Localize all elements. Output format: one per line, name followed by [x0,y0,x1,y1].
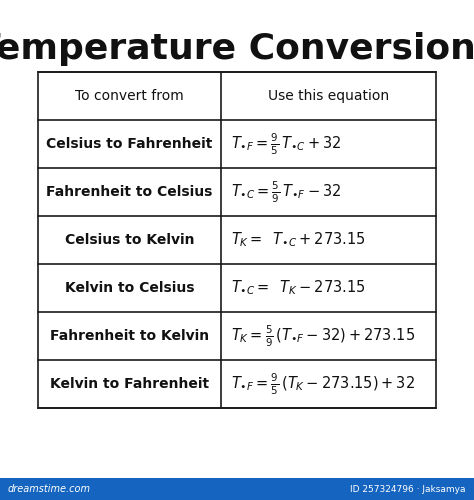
Text: $T_{\bullet C} =\;\; T_K - 273.15$: $T_{\bullet C} =\;\; T_K - 273.15$ [231,278,366,297]
Text: Kelvin to Fahrenheit: Kelvin to Fahrenheit [50,377,209,391]
Text: Celsius to Fahrenheit: Celsius to Fahrenheit [46,137,213,151]
Text: Kelvin to Celsius: Kelvin to Celsius [65,281,194,295]
Text: Temperature Conversions: Temperature Conversions [0,32,474,66]
Text: ID 257324796 · Jaksamya: ID 257324796 · Jaksamya [350,484,466,494]
Text: $T_{\bullet F} = \frac{9}{5}\,( T_K - 273.15) + 32$: $T_{\bullet F} = \frac{9}{5}\,( T_K - 27… [231,372,415,396]
Text: Fahrenheit to Celsius: Fahrenheit to Celsius [46,185,213,199]
Text: To convert from: To convert from [75,89,184,103]
Text: Fahrenheit to Kelvin: Fahrenheit to Kelvin [50,329,209,343]
Text: $T_K =\;\; T_{\bullet C} + 273.15$: $T_K =\;\; T_{\bullet C} + 273.15$ [231,230,366,250]
Text: Use this equation: Use this equation [268,89,389,103]
Bar [38,72,436,408]
Text: $T_K = \frac{5}{9}\,( T_{\bullet F} - 32) +273.15$: $T_K = \frac{5}{9}\,( T_{\bullet F} - 32… [231,324,415,348]
Text: $T_{\bullet F} = \frac{9}{5}\, T_{\bullet C} + 32$: $T_{\bullet F} = \frac{9}{5}\, T_{\bulle… [231,132,341,156]
Text: dreamstime.com: dreamstime.com [8,484,91,494]
Text: Celsius to Kelvin: Celsius to Kelvin [65,233,194,247]
Text: $T_{\bullet C} = \frac{5}{9}\, T_{\bullet F} - 32$: $T_{\bullet C} = \frac{5}{9}\, T_{\bulle… [231,180,341,204]
Bar [0,478,474,500]
